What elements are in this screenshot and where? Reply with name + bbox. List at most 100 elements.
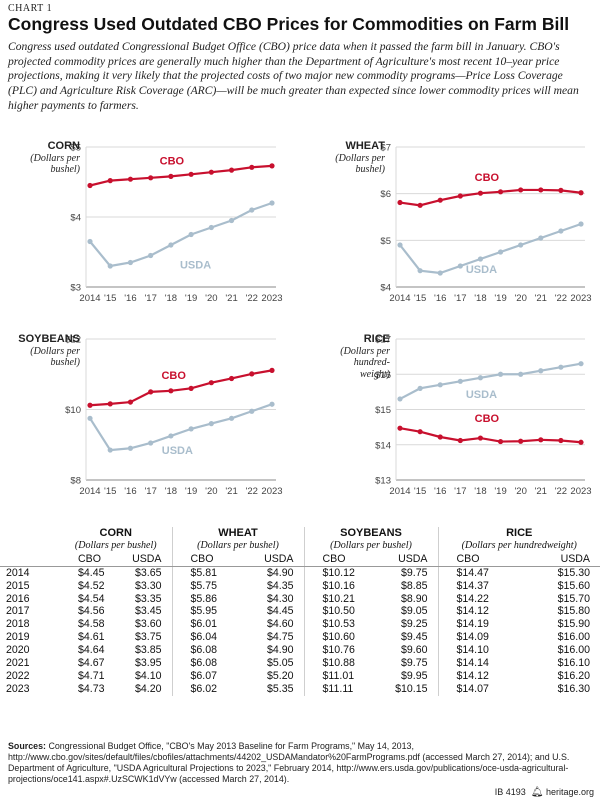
x-tick-label: '18 xyxy=(165,486,177,497)
table-year: 2022 xyxy=(6,669,30,682)
data-point-usda xyxy=(148,440,154,446)
cell-usda: $3.60 xyxy=(134,618,162,631)
cell-cbo: $4.71 xyxy=(78,669,105,682)
cell-cbo: $14.09 xyxy=(437,631,496,645)
panel-unit: (Dollars per xyxy=(30,152,80,164)
cell-usda: $3.95 xyxy=(134,657,162,670)
y-tick-label: $5 xyxy=(380,236,391,247)
data-point-usda xyxy=(107,447,113,453)
data-point-cbo xyxy=(148,389,154,395)
cell-cbo: $14.10 xyxy=(437,644,496,658)
cell-usda: $4.75 xyxy=(266,631,294,644)
data-point-usda xyxy=(87,238,93,245)
data-point-usda xyxy=(168,433,174,439)
table-row: 2021 $4.67 $3.95 $6.08 $5.05 $10.88 $9.75 $14.1… xyxy=(0,657,600,670)
y-tick-label: $13 xyxy=(375,476,391,487)
x-tick-label: 2014 xyxy=(79,486,100,497)
data-point-usda xyxy=(538,368,544,374)
cell-cbo: $14.22 xyxy=(437,592,496,606)
cell-cbo: $14.37 xyxy=(437,579,496,593)
cell-cbo: $10.53 xyxy=(303,618,362,632)
data-point-cbo xyxy=(208,169,214,175)
cell-cbo: $6.01 xyxy=(171,618,224,632)
table-spacer-cell xyxy=(0,696,600,702)
data-point-usda xyxy=(518,371,524,377)
data-point-cbo xyxy=(228,167,235,173)
series-label-cbo: CBO xyxy=(475,413,500,425)
data-point-cbo xyxy=(538,187,544,193)
series-line-usda xyxy=(89,201,273,268)
data-point-usda xyxy=(417,385,423,391)
table-year: 2018 xyxy=(6,618,30,631)
chart-corn: $3 $4 $5 2014 '15 '16 '17 '18 '19 '20 '21 '22 2023 CB… xyxy=(70,143,282,305)
cell-cbo: $6.07 xyxy=(171,669,224,683)
data-point-usda xyxy=(148,252,154,259)
y-tick-label: $8 xyxy=(70,476,81,487)
cell-cbo: $5.95 xyxy=(171,605,224,619)
cell-usda: $9.95 xyxy=(400,669,428,682)
data-point-cbo xyxy=(477,435,484,441)
data-point-usda xyxy=(188,231,194,238)
chart-title: Congress Used Outdated CBO Prices for Co… xyxy=(8,14,570,34)
data-point-cbo xyxy=(477,190,484,196)
data-point-usda xyxy=(397,242,403,248)
cell-cbo: $10.12 xyxy=(303,566,362,580)
y-tick-label: $3 xyxy=(70,283,81,294)
data-point-usda xyxy=(127,445,134,451)
cell-usda: $15.80 xyxy=(557,605,590,618)
data-point-cbo xyxy=(417,202,423,208)
series-label-usda: USDA xyxy=(466,264,497,276)
series-label-cbo: CBO xyxy=(161,370,186,382)
x-tick-label: 2014 xyxy=(389,486,410,497)
data-point-cbo xyxy=(518,187,524,193)
table-spacer xyxy=(0,696,600,702)
table-unit-row: (Dollars per bushel) (Dollars per bushel)… xyxy=(0,539,600,553)
cell-cbo: $14.12 xyxy=(437,605,496,619)
data-point-usda xyxy=(457,263,463,269)
data-point-cbo xyxy=(127,399,134,405)
y-tick-label: $14 xyxy=(375,440,391,451)
cell-cbo: $6.08 xyxy=(171,644,224,658)
data-point-usda xyxy=(168,242,174,248)
data-point-usda xyxy=(208,224,214,231)
cell-cbo: $10.16 xyxy=(303,579,362,593)
series-line-usda xyxy=(89,403,273,452)
table-corner xyxy=(0,540,60,553)
data-point-usda xyxy=(497,249,504,255)
panel-name: SOYBEANS xyxy=(18,333,80,345)
data-point-usda xyxy=(269,401,275,407)
cell-usda: $5.35 xyxy=(266,682,294,695)
cell-usda: $16.30 xyxy=(557,682,590,695)
panel-label-soybeans: SOYBEANS (Dollars per bushel) xyxy=(8,333,80,369)
cell-usda: $9.75 xyxy=(400,566,428,579)
y-tick-label: $5 xyxy=(70,143,81,154)
data-point-usda xyxy=(457,378,463,384)
data-point-cbo xyxy=(228,375,235,382)
y-tick-label: $17 xyxy=(375,335,391,346)
panel-unit: (Dollars per xyxy=(340,345,390,357)
x-tick-label: '18 xyxy=(165,293,177,304)
series-label-usda: USDA xyxy=(162,445,193,457)
cell-cbo: $4.52 xyxy=(78,579,105,592)
x-tick-label: '21 xyxy=(535,293,547,304)
cell-cbo: $11.11 xyxy=(303,682,362,696)
panel-unit: bushel) xyxy=(50,357,80,368)
x-tick-label: '16 xyxy=(124,293,136,304)
cell-cbo: $11.01 xyxy=(303,669,362,683)
table-year: 2017 xyxy=(6,605,30,618)
x-tick-label: '21 xyxy=(225,293,237,304)
column-header-usda: USDA xyxy=(362,552,438,567)
site-link[interactable]: heritage.org xyxy=(545,787,594,797)
table-row: 2022 $4.71 $4.10 $6.07 $5.20 $11.01 $9.95 $14.1… xyxy=(0,669,600,683)
data-point-usda xyxy=(578,221,584,227)
data-point-cbo xyxy=(107,401,113,407)
data-point-usda xyxy=(249,207,255,213)
table-row: 2023 $4.73 $4.20 $6.02 $5.35 $11.11 $10.15 $14.… xyxy=(0,682,600,696)
x-tick-label: '18 xyxy=(474,486,486,497)
x-tick-label: 2023 xyxy=(570,293,591,304)
data-point-usda xyxy=(477,375,484,381)
cell-cbo: $10.76 xyxy=(303,644,362,658)
data-point-cbo xyxy=(168,388,174,394)
y-tick-label: $16 xyxy=(375,370,391,381)
column-header-usda: USDA xyxy=(496,552,600,567)
